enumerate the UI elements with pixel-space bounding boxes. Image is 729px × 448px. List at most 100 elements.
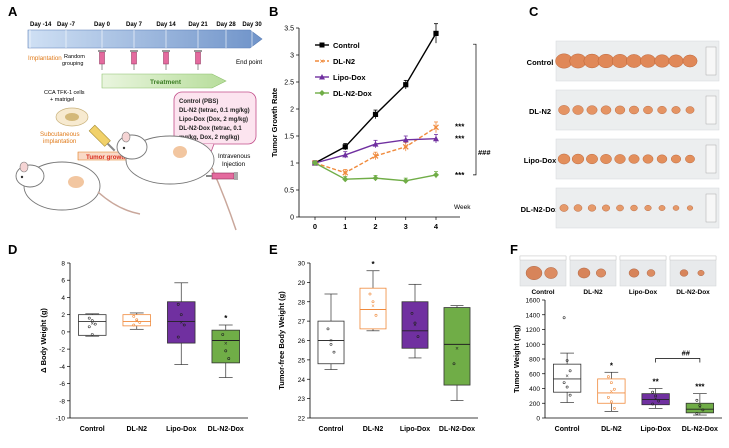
data-point (176, 335, 180, 339)
data-point (452, 362, 456, 366)
photo-row-label: DL-N2-Dox (521, 205, 561, 214)
data-point (132, 323, 136, 327)
data-point (224, 349, 228, 353)
tumor-sample (611, 54, 629, 68)
legend-label: Lipo-Dox (333, 73, 366, 82)
tumor-sample (600, 105, 612, 115)
data-point (402, 143, 409, 150)
y-tick-label: 200 (529, 401, 540, 408)
y-tick-label: 6 (61, 278, 65, 285)
y-tick-label: 1.5 (284, 134, 294, 141)
mean-marker: × (455, 346, 459, 352)
tumor-weight-chart: 1600 1400 1200 1000 800 600 400 200 0 Tumor Weigh… (512, 298, 722, 433)
timeline-day-label: Day 0 (94, 22, 111, 28)
significance-mark: *** (455, 135, 465, 144)
data-point (135, 318, 139, 322)
significance-mark: ### (478, 148, 491, 157)
photo-label: DL-N2-Dox (676, 289, 710, 296)
tumor-sample (686, 205, 694, 211)
data-point (565, 385, 569, 389)
mean-marker: × (565, 374, 569, 380)
mean-marker: × (413, 323, 417, 329)
x-tick-label: DL-N2 (363, 426, 384, 433)
tumor-sample (643, 105, 653, 115)
photo-ruler (669, 255, 717, 261)
data-point (342, 169, 349, 176)
data-point (182, 323, 186, 327)
y-tick-label: 28 (298, 299, 306, 306)
cells-label-line1: CCA TFK-1 cells (44, 90, 85, 96)
x-tick-label: DL-N2 (601, 426, 622, 433)
implant-syringe-icon (88, 124, 116, 152)
subcutaneous-line1: Subcutaneous (40, 131, 80, 138)
tumor-sample (697, 270, 705, 277)
box (553, 363, 582, 393)
tumor-sample (583, 53, 601, 69)
tumor-sample (602, 204, 610, 212)
syringe-plunger (98, 50, 106, 52)
tumor-growth-label: Tumor growth (86, 154, 127, 161)
tumor-sample (587, 204, 597, 212)
data-point (609, 400, 613, 404)
timeline-day-label: Day -14 (30, 22, 52, 28)
y-tick-label: 2 (61, 312, 65, 319)
photo-label: Lipo-Dox (629, 289, 658, 296)
tumor-sample (658, 205, 666, 211)
data-point (701, 408, 705, 412)
data-point (612, 387, 616, 391)
panel-e: E 30 29 28 27 26 25 24 23 22 Tumor-free Body Weig… (269, 242, 478, 433)
syringe-barrel (195, 51, 201, 65)
tumor-sample (558, 105, 570, 115)
tumor-sample (577, 267, 591, 279)
y-axis-label: Tumor Growth Rate (270, 88, 279, 157)
ruler (705, 46, 717, 76)
data-point (403, 82, 409, 88)
box (597, 378, 626, 404)
box (401, 301, 429, 349)
x-tick-label: Lipo-Dox (166, 426, 196, 433)
tumor-sample (657, 106, 667, 114)
syringe-barrel (131, 51, 137, 65)
panel-c: C Control DL-N2 Lipo-Dox DL-N2-Dox (521, 4, 720, 229)
tumor-sample (656, 154, 668, 164)
x-tick-label: DL-N2 (126, 426, 147, 433)
y-tick-label: 22 (298, 416, 306, 423)
tumor-sample (685, 154, 695, 164)
data-point (410, 311, 414, 315)
syringe-plunger (162, 50, 170, 52)
injection-line2: Injection (222, 161, 246, 168)
data-point (372, 175, 379, 182)
significance-mark: * (224, 314, 228, 323)
tumor-sample (679, 269, 689, 277)
box (685, 402, 714, 414)
panel-b-letter: B (269, 4, 278, 19)
panel-b: B 0 0.5 1 1.5 2 2.5 3 3.5 0 1 2 3 4 Week Tumor Growth … (269, 4, 491, 231)
tumor-sample (671, 106, 681, 114)
y-tick-label: 25 (298, 357, 306, 364)
end-point-label: End point (236, 59, 262, 66)
data-point (609, 381, 613, 385)
tumor-sample (682, 54, 698, 68)
x-tick-label: DL-N2-Dox (208, 426, 244, 433)
tumor-sample (559, 204, 569, 212)
mean-marker: × (698, 405, 702, 411)
excised-tumor-photos: Control DL-N2 Lipo-Dox DL-N2-Dox (521, 40, 720, 229)
data-point (654, 394, 658, 398)
x-tick-label: Control (555, 426, 580, 433)
panel-e-letter: E (269, 242, 278, 257)
syringe-icon (194, 50, 202, 70)
y-tick-label: 30 (298, 261, 306, 268)
regimen-list: Control (PBS) DL-N2 (tetrac, 0.1 mg/kg) Li… (179, 99, 250, 141)
data-point (372, 141, 379, 147)
x-tick-label: 4 (434, 222, 439, 231)
significance-mark: * (610, 361, 614, 370)
random-grouping-line2: grouping (62, 61, 83, 67)
y-tick-label: -8 (59, 398, 65, 405)
significance-bracket (473, 43, 477, 176)
regimen-line: DL-N2-Dox (tetrac, 0.1 (179, 126, 242, 132)
timeline-arrow (27, 29, 263, 49)
y-tick-label: 1000 (526, 342, 541, 349)
x-tick-label: 3 (404, 222, 408, 231)
injection-line1: Intravenous (218, 153, 250, 160)
